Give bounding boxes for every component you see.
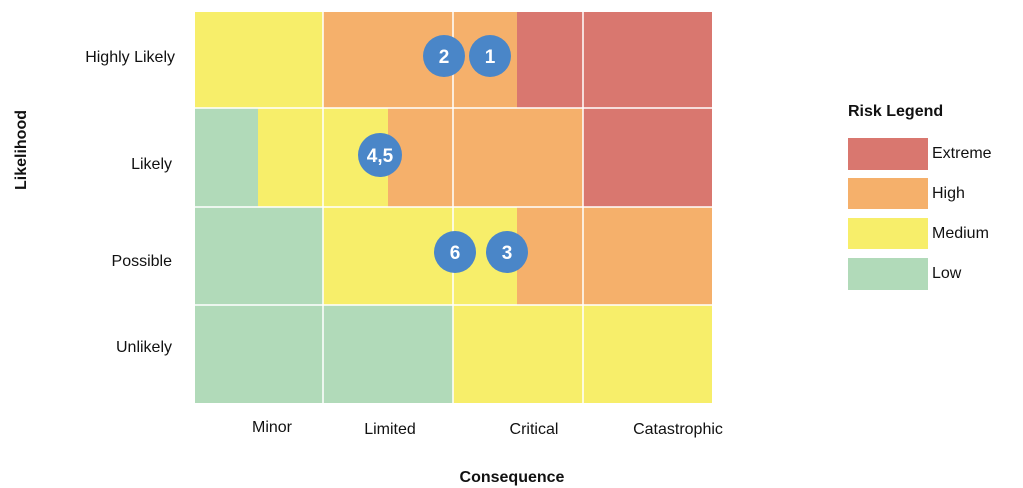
markers: 2 1 4,5 6 3 — [358, 35, 528, 273]
legend-title: Risk Legend — [848, 103, 943, 120]
legend-swatch — [848, 138, 928, 170]
marker — [423, 35, 465, 77]
marker-label: 1 — [485, 47, 496, 68]
marker — [469, 35, 511, 77]
legend-swatch — [848, 258, 928, 290]
column-label: Minor — [252, 419, 293, 436]
marker-label: 3 — [502, 243, 513, 264]
cell — [195, 305, 453, 403]
marker — [358, 133, 402, 177]
cell — [388, 108, 583, 207]
legend-label: Low — [932, 265, 962, 282]
cell — [583, 108, 712, 207]
legend-swatch — [848, 178, 928, 209]
row-label: Possible — [112, 253, 173, 270]
cell — [517, 207, 712, 305]
marker-label: 6 — [450, 243, 461, 264]
cell — [323, 207, 517, 305]
x-axis-label: Consequence — [460, 469, 565, 486]
legend-label: Medium — [932, 225, 989, 242]
cell — [195, 12, 323, 108]
marker-label: 4,5 — [367, 146, 394, 167]
grid-lines — [195, 12, 712, 403]
y-axis-label: Likelihood — [13, 110, 30, 190]
row-label: Highly Likely — [85, 49, 175, 66]
legend-label: Extreme — [932, 145, 992, 162]
row-label: Likely — [131, 156, 172, 173]
cell — [195, 108, 258, 207]
cell — [195, 207, 323, 305]
marker — [486, 231, 528, 273]
column-label: Limited — [364, 421, 416, 438]
column-label: Catastrophic — [633, 421, 723, 438]
column-label: Critical — [510, 421, 559, 438]
marker — [434, 231, 476, 273]
legend: Risk Legend Extreme High Medium Low — [848, 103, 992, 290]
marker-label: 2 — [439, 47, 450, 68]
cell — [517, 12, 712, 108]
row-label: Unlikely — [116, 339, 172, 356]
legend-swatch — [848, 218, 928, 249]
legend-label: High — [932, 185, 965, 202]
